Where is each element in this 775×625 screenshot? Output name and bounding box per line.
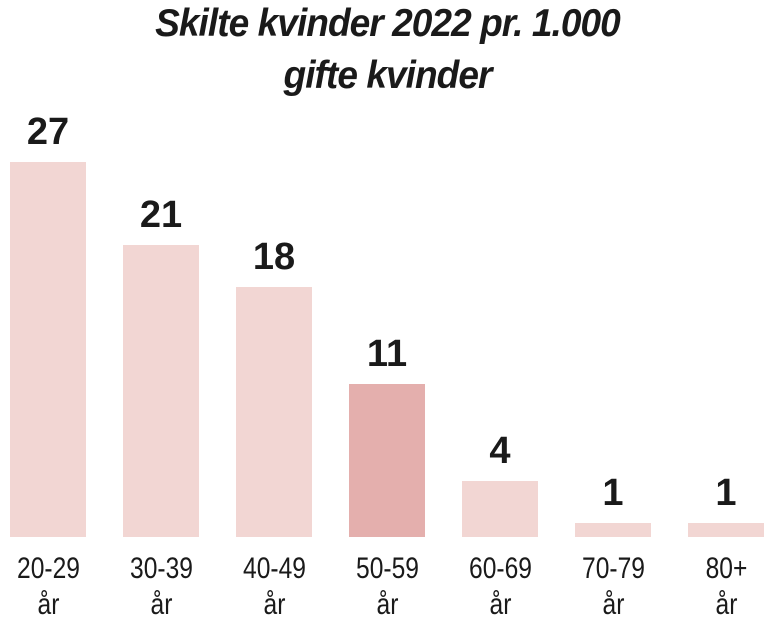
bar-60-69 [462, 481, 538, 537]
category-label: 40-49 år [242, 552, 306, 621]
category-label: 30-39 år [129, 552, 193, 621]
category-label: 60-69 år [468, 552, 532, 621]
category-label: 20-29 år [16, 552, 80, 621]
bar-30-39 [123, 245, 199, 537]
value-label: 11 [366, 333, 408, 376]
value-label: 1 [602, 472, 624, 514]
bar-40-49 [236, 287, 312, 537]
chart-title-line-1: Skilte kvinder 2022 pr. 1.000 [155, 2, 621, 45]
bar-20-29 [10, 162, 86, 537]
value-label: 27 [26, 111, 70, 153]
value-label: 1 [715, 472, 737, 514]
value-label: 21 [139, 194, 183, 237]
value-label: 18 [252, 236, 296, 278]
value-label: 4 [489, 430, 511, 473]
chart-title-line-2: gifte kvinder [283, 54, 493, 97]
category-label: 50-59 år [355, 552, 419, 621]
bar-70-79 [575, 523, 651, 537]
category-label: 70-79 år [581, 552, 645, 621]
bar-80+ [688, 523, 764, 537]
bar-50-59 [349, 384, 425, 537]
category-label: 80+ år [705, 552, 747, 621]
chart-title: Skilte kvinder 2022 pr. 1.000 gifte kvin… [0, 0, 775, 102]
